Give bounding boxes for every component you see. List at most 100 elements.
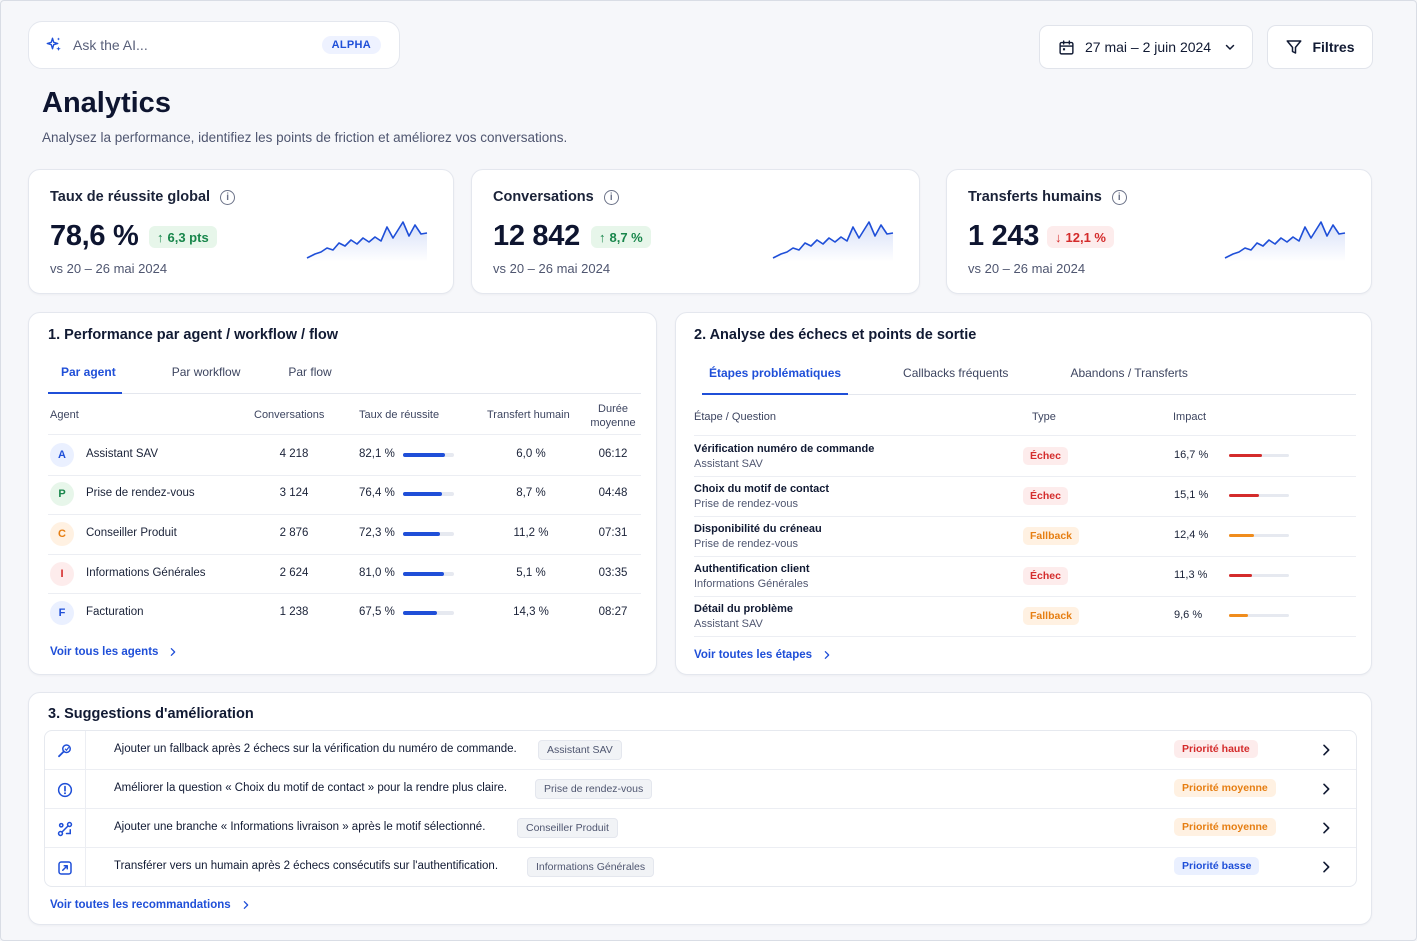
impact-bar [1229,614,1289,617]
ask-ai-box[interactable]: ALPHA [28,21,400,69]
step-agent: Prise de rendez-vous [694,498,798,510]
success-rate-bar-fill [403,492,442,497]
date-range-picker[interactable]: 27 mai – 2 juin 2024 [1039,25,1253,69]
chevron-right-icon [243,901,248,909]
chevron-right-icon [171,648,176,656]
alert-circle-icon [45,770,86,809]
transfer-value: 8,7 % [516,487,546,500]
type-badge: Échec [1023,487,1068,505]
agent-name: Facturation [86,606,144,619]
kpi-card-conversations: Conversations i 12 842 ↑ 8,7 % vs 20 – 26 … [471,169,920,294]
kpi-delta-badge: ↓ 12,1 % [1047,226,1114,248]
duration-value: 07:31 [598,527,628,539]
sparkline-chart [306,221,428,262]
impact-bar [1229,494,1289,497]
info-icon[interactable]: i [603,189,619,205]
tab-par-workflow[interactable]: Par workflow [171,365,241,379]
suggestion-row[interactable]: Ajouter un fallback après 2 échecs sur l… [45,731,1356,770]
success-rate-bar [403,571,454,576]
view-all-steps-link[interactable]: Voir toutes les étapes [694,649,832,661]
tab-par-flow[interactable]: Par flow [288,365,332,379]
col-header-impact: Impact [1173,411,1207,423]
transfer-icon [45,848,86,886]
chevron-down-icon [1225,44,1235,50]
ask-ai-input[interactable] [73,37,322,53]
chevron-right-icon[interactable] [1318,742,1334,758]
priority-badge: Priorité haute [1174,740,1258,758]
kpi-title: Taux de réussite global i [50,189,236,205]
arrow-up-icon: ↑ [157,229,164,245]
chevron-right-icon[interactable] [1318,781,1334,797]
success-rate-value: 72,3 % [359,527,395,539]
impact-value: 15,1 % [1174,489,1209,501]
step-agent: Prise de rendez-vous [694,538,798,550]
success-rate-bar-fill [403,611,438,616]
kpi-value: 78,6 % [50,220,139,252]
chevron-right-icon[interactable] [1318,859,1334,875]
impact-value: 11,3 % [1174,569,1208,581]
impact-bar [1229,534,1289,537]
duration-value: 06:12 [598,447,628,460]
view-all-recommendations-link[interactable]: Voir toutes les recommandations [50,899,251,911]
kpi-title: Conversations i [493,189,619,205]
filters-label: Filtres [1312,39,1355,55]
row-divider [694,636,1356,637]
kpi-compare: vs 20 – 26 mai 2024 [493,261,611,276]
info-icon[interactable]: i [220,189,236,205]
impact-bar-fill [1229,574,1252,577]
suggestion-row[interactable]: Transférer vers un humain après 2 échecs… [45,848,1356,886]
transfer-value: 5,1 % [516,566,546,579]
tab-abandons-transfers[interactable]: Abandons / Transferts [1070,366,1188,380]
success-rate-bar-fill [403,532,440,536]
filter-icon [1286,40,1302,54]
info-icon[interactable]: i [1111,189,1127,205]
suggestion-agent-tag: Conseiller Produit [517,818,618,838]
duration-value: 08:27 [598,606,628,619]
page-title: Analytics [42,87,171,119]
kpi-value: 12 842 [493,220,580,252]
failures-title: 2. Analyse des échecs et points de sorti… [694,327,977,343]
transfer-value: 11,2 % [513,527,549,539]
arrow-up-icon: ↑ [599,229,606,245]
success-rate-value: 81,0 % [359,566,395,579]
conversations-value: 2 624 [279,566,309,579]
kpi-title: Transferts humains i [968,189,1127,205]
sparkline-chart [772,221,894,262]
suggestion-row[interactable]: Améliorer la question « Choix du motif d… [45,770,1356,809]
success-rate-bar [403,452,454,457]
tab-frequent-callbacks[interactable]: Callbacks fréquents [903,366,1009,380]
performance-panel: 1. Performance par agent / workflow / fl… [28,312,657,675]
col-header-agent: Agent [50,409,79,421]
failures-tabs: Étapes problématiques Callbacks fréquent… [702,366,1356,395]
suggestion-row[interactable]: Ajouter une branche « Informations livra… [45,809,1356,848]
type-badge: Fallback [1023,527,1080,545]
success-rate-bar [403,611,454,616]
impact-bar-fill [1229,494,1260,497]
chevron-right-icon[interactable] [1318,820,1334,836]
col-header-duration: Durée moyenne [590,403,636,429]
success-rate-value: 76,4 % [359,487,395,500]
avatar: F [50,601,74,626]
col-header-transfer: Transfert humain [487,409,570,421]
suggestion-text: Ajouter un fallback après 2 échecs sur l… [114,743,517,755]
conversations-value: 4 218 [279,447,309,460]
row-divider [694,596,1356,597]
tab-par-agent[interactable]: Par agent [48,365,122,394]
row-divider [694,516,1356,517]
kpi-delta-badge: ↑ 6,3 pts [149,226,217,248]
tab-problem-steps[interactable]: Étapes problématiques [702,366,849,395]
kpi-card-human-transfers: Transferts humains i 1 243 ↓ 12,1 % vs 20 … [946,169,1372,294]
suggestion-agent-tag: Assistant SAV [538,740,622,760]
transfer-value: 6,0 % [516,447,546,460]
performance-title: 1. Performance par agent / workflow / fl… [48,327,339,343]
col-header-type: Type [1032,411,1056,423]
priority-badge: Priorité moyenne [1174,779,1276,797]
table-divider [694,435,1356,436]
success-rate-bar-fill [403,452,445,457]
filters-button[interactable]: Filtres [1267,25,1373,69]
kpi-card-success-rate: Taux de réussite global i 78,6 % ↑ 6,3 pts… [28,169,454,294]
success-rate-value: 67,5 % [359,606,395,619]
view-all-agents-link[interactable]: Voir tous les agents [50,646,178,658]
suggestion-text: Améliorer la question « Choix du motif d… [114,782,508,794]
